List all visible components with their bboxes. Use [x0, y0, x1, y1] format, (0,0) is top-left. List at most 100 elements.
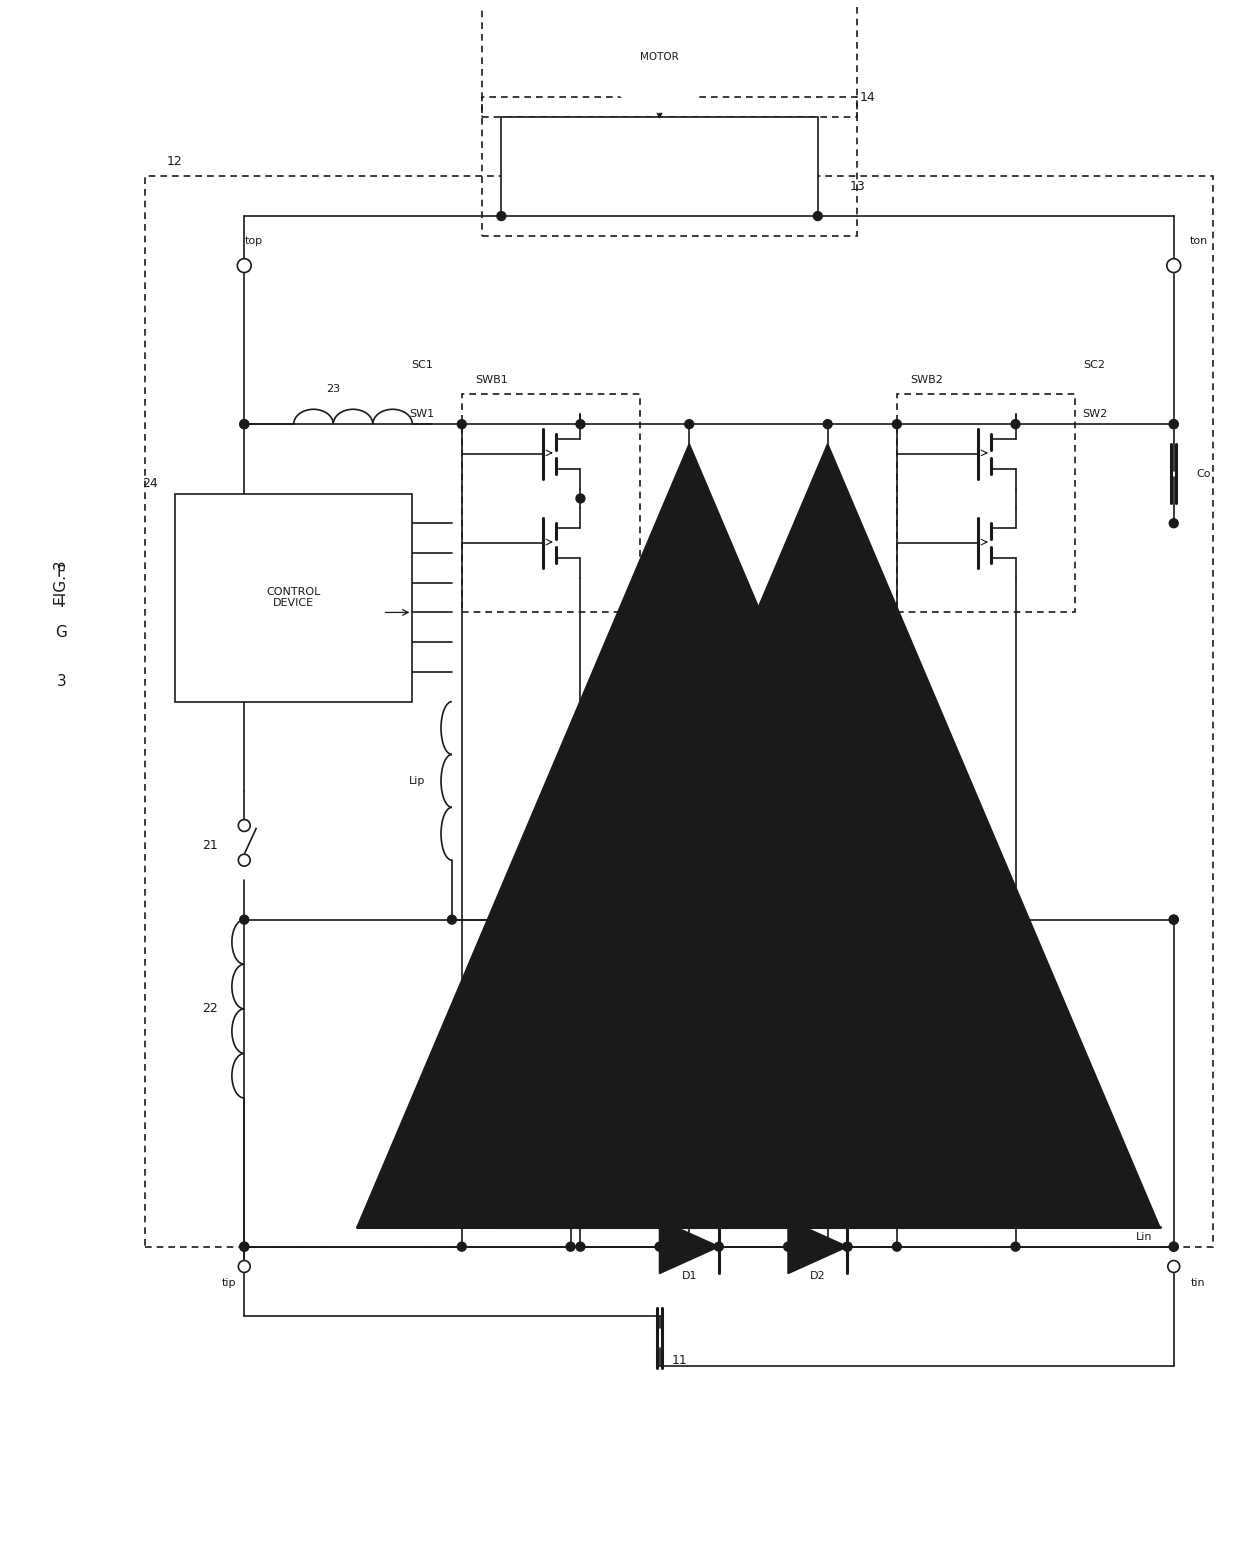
Text: SC1: SC1	[412, 359, 433, 370]
Text: Vc2: Vc2	[807, 1117, 828, 1128]
Text: 14: 14	[859, 91, 875, 103]
Circle shape	[813, 211, 822, 220]
Circle shape	[497, 211, 506, 220]
Polygon shape	[789, 1220, 847, 1273]
Text: DB2: DB2	[851, 801, 874, 811]
Circle shape	[1169, 1242, 1178, 1251]
Circle shape	[1169, 419, 1178, 428]
Text: ton: ton	[1189, 236, 1208, 247]
Polygon shape	[496, 444, 1159, 1227]
Text: C1: C1	[593, 905, 608, 915]
Text: 24: 24	[143, 478, 159, 490]
Text: 13: 13	[849, 180, 866, 193]
Bar	[897, 394, 1075, 612]
Circle shape	[577, 495, 585, 502]
Text: D1: D1	[682, 1271, 697, 1282]
Bar	[175, 493, 413, 701]
Text: Co: Co	[1197, 468, 1210, 479]
Circle shape	[843, 1242, 852, 1251]
Bar	[481, 97, 857, 236]
Text: V: V	[843, 1062, 852, 1074]
Text: 11: 11	[671, 1355, 687, 1367]
Text: SWB2: SWB2	[910, 374, 942, 385]
Text: SC2: SC2	[1084, 359, 1106, 370]
Text: DB1: DB1	[712, 801, 735, 811]
Text: Vc1: Vc1	[531, 1117, 552, 1128]
Circle shape	[1169, 915, 1178, 925]
Circle shape	[1011, 1242, 1021, 1251]
Bar	[501, 117, 817, 216]
Circle shape	[1169, 1242, 1178, 1251]
Circle shape	[458, 419, 466, 428]
Text: SWB1: SWB1	[475, 374, 508, 385]
Text: MOTOR: MOTOR	[640, 52, 680, 63]
Text: 21: 21	[202, 838, 217, 852]
Text: CONTROL
DEVICE: CONTROL DEVICE	[267, 587, 321, 609]
Circle shape	[239, 419, 249, 428]
Circle shape	[843, 1242, 852, 1251]
Circle shape	[1167, 259, 1180, 273]
Circle shape	[567, 1242, 575, 1251]
Polygon shape	[660, 1220, 719, 1273]
Circle shape	[655, 1242, 663, 1251]
Circle shape	[823, 1242, 832, 1251]
Circle shape	[784, 1242, 792, 1251]
Circle shape	[893, 419, 901, 428]
Circle shape	[238, 1261, 250, 1273]
Circle shape	[893, 1242, 901, 1251]
Circle shape	[458, 1242, 466, 1251]
Text: SW1: SW1	[409, 410, 435, 419]
Bar	[481, 0, 857, 117]
Text: G: G	[56, 624, 67, 640]
Circle shape	[239, 419, 249, 428]
Text: top: top	[246, 236, 263, 247]
Text: 3: 3	[57, 675, 66, 689]
Text: tip: tip	[222, 1279, 237, 1288]
Text: I: I	[60, 595, 63, 610]
Circle shape	[525, 918, 537, 931]
Circle shape	[238, 820, 250, 832]
Bar	[779, 889, 996, 1019]
Bar	[501, 889, 719, 1019]
Text: Lin: Lin	[1136, 1231, 1152, 1242]
Circle shape	[1169, 915, 1178, 925]
Circle shape	[684, 1242, 693, 1251]
Circle shape	[238, 854, 250, 866]
Circle shape	[1169, 519, 1178, 527]
Circle shape	[239, 915, 249, 925]
Text: 12: 12	[167, 156, 184, 168]
Text: D2: D2	[810, 1271, 826, 1282]
Bar	[461, 394, 640, 612]
Text: tin: tin	[1192, 1279, 1205, 1288]
Circle shape	[684, 419, 693, 428]
Circle shape	[1169, 419, 1178, 428]
Circle shape	[605, 3, 714, 112]
Circle shape	[1168, 1261, 1179, 1273]
Text: V: V	[565, 1062, 575, 1074]
Text: SW2: SW2	[1083, 410, 1107, 419]
Circle shape	[823, 419, 832, 428]
Text: 22: 22	[202, 1002, 217, 1016]
Text: 23: 23	[326, 384, 340, 394]
Text: F: F	[57, 566, 66, 581]
Text: Lip: Lip	[409, 777, 425, 786]
Text: SV1: SV1	[594, 1117, 616, 1128]
Circle shape	[237, 259, 252, 273]
Text: SV2: SV2	[870, 1117, 893, 1128]
Text: C2: C2	[869, 905, 884, 915]
Polygon shape	[357, 444, 1022, 1227]
Text: SC0: SC0	[539, 865, 562, 875]
Text: FIG. 3: FIG. 3	[53, 561, 69, 606]
Circle shape	[714, 1242, 723, 1251]
Circle shape	[239, 1242, 249, 1251]
Circle shape	[525, 878, 537, 891]
Ellipse shape	[531, 1043, 610, 1094]
Circle shape	[1011, 419, 1021, 428]
Circle shape	[843, 915, 852, 925]
Circle shape	[577, 419, 585, 428]
Ellipse shape	[808, 1043, 887, 1094]
Circle shape	[239, 1242, 249, 1251]
Circle shape	[567, 915, 575, 925]
Circle shape	[577, 1242, 585, 1251]
Circle shape	[448, 915, 456, 925]
